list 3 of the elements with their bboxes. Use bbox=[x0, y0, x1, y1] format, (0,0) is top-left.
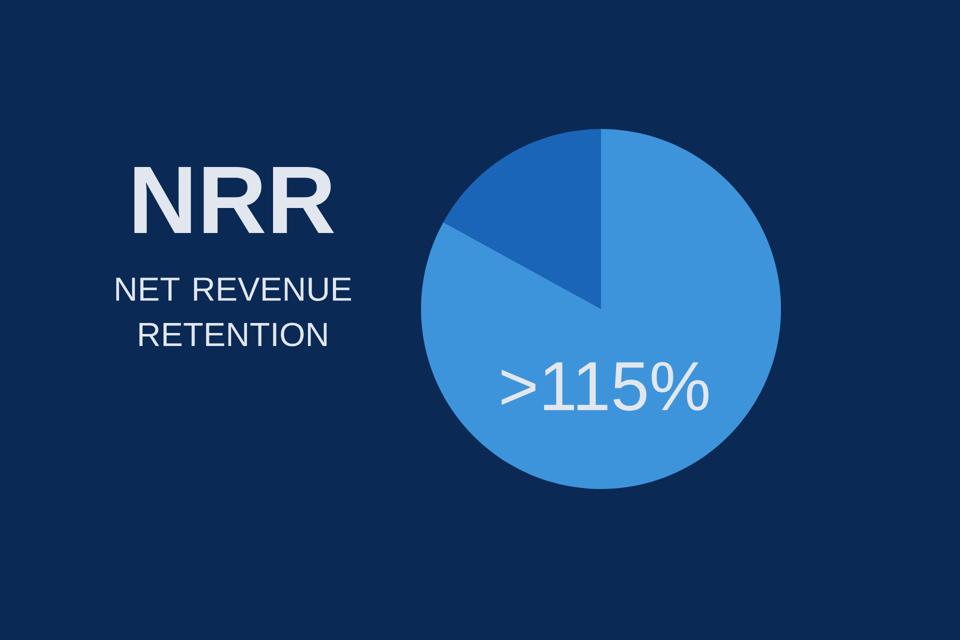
text: >115% bbox=[502, 362, 708, 411]
chart-title: NRR bbox=[134, 166, 334, 234]
text: NET REVENUE RETENTION bbox=[116, 278, 352, 346]
